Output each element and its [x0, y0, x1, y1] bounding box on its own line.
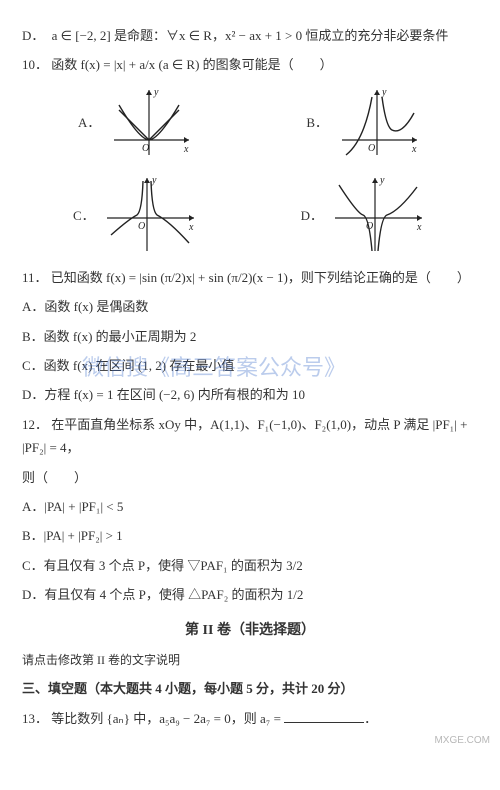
q10-opt-b: B．: [306, 111, 328, 164]
q12-b: B．|PA| + |PF₂| > 1: [22, 524, 478, 547]
q10-graph-row-2: C． O x y D． O x y: [22, 173, 478, 258]
q12-stem2: 则（ ）: [22, 466, 478, 489]
svg-text:y: y: [151, 175, 157, 186]
q11-stem: 11． 已知函数 f(x) = |sin (π/2)x| + sin (π/2)…: [22, 266, 478, 289]
q10-graph-b-cell: B． O x y: [306, 85, 422, 165]
q10-opt-c: C．: [73, 204, 95, 257]
q11-c-row: C．函数 f(x) 在区间 (1, 2) 存在最小值 微信搜《高三答案公众号》: [22, 354, 478, 377]
footer-watermark: MXGE.COM: [434, 732, 490, 750]
q11-b: B．函数 f(x) 的最小正周期为 2: [22, 325, 478, 348]
q11-c: C．函数 f(x) 在区间 (1, 2) 存在最小值: [22, 358, 234, 373]
graph-b-icon: O x y: [332, 85, 422, 165]
sec3-title: 三、填空题（本大题共 4 小题，每小题 5 分，共计 20 分）: [22, 677, 478, 700]
svg-text:O: O: [142, 143, 149, 154]
q10-graph-c-cell: C． O x y: [73, 173, 199, 258]
q11-a: A．函数 f(x) 是偶函数: [22, 295, 478, 318]
q11-num: 11．: [22, 270, 48, 285]
q10-stem: 10． 函数 f(x) = |x| + a/x (a ∈ R) 的图象可能是（ …: [22, 53, 478, 76]
svg-text:y: y: [379, 175, 385, 186]
graph-d-icon: O x y: [327, 173, 427, 258]
svg-text:y: y: [381, 87, 387, 98]
q13-text: 等比数列 {aₙ} 中，a₅a₉ − 2a₇ = 0，则 a₇ =: [51, 711, 281, 726]
q11-d: D．方程 f(x) = 1 在区间 (−2, 6) 内所有根的和为 10: [22, 383, 478, 406]
q10-opt-d: D．: [301, 204, 323, 257]
q10-text: 函数 f(x) = |x| + a/x (a ∈ R) 的图象可能是（ ）: [51, 57, 332, 72]
svg-text:x: x: [411, 144, 417, 155]
svg-text:O: O: [138, 221, 145, 232]
q10-graph-d-cell: D． O x y: [301, 173, 427, 258]
q13-blank: [284, 710, 364, 723]
q11-text: 已知函数 f(x) = |sin (π/2)x| + sin (π/2)(x −…: [51, 270, 470, 285]
svg-text:x: x: [183, 144, 189, 155]
svg-text:x: x: [416, 222, 422, 233]
svg-text:y: y: [153, 87, 159, 98]
q12-c: C．有且仅有 3 个点 P，使得 ▽PAF₁ 的面积为 3/2: [22, 554, 478, 577]
svg-text:O: O: [368, 143, 375, 154]
q10-num: 10．: [22, 57, 48, 72]
q10-graph-row-1: A． O x y B． O x y: [22, 85, 478, 165]
q13-num: 13．: [22, 711, 48, 726]
q9-d-label: D．: [22, 24, 44, 47]
q9-d-text: a ∈ [−2, 2] 是命题：∀x ∈ R，x² − ax + 1 > 0 恒…: [52, 28, 449, 43]
q10-graph-a-cell: A． O x y: [78, 85, 194, 165]
q12-num: 12．: [22, 417, 48, 432]
q12-a: A．|PA| + |PF₁| < 5: [22, 495, 478, 518]
svg-text:x: x: [188, 222, 194, 233]
q9-option-d: D． a ∈ [−2, 2] 是命题：∀x ∈ R，x² − ax + 1 > …: [22, 24, 478, 47]
part2-note: 请点击修改第 II 卷的文字说明: [22, 650, 478, 672]
q12-stem: 12． 在平面直角坐标系 xOy 中，A(1,1)、F₁(−1,0)、F₂(1,…: [22, 413, 478, 460]
q10-opt-a: A．: [78, 111, 100, 164]
part2-title: 第 II 卷（非选择题）: [22, 618, 478, 643]
q12-text: 在平面直角坐标系 xOy 中，A(1,1)、F₁(−1,0)、F₂(1,0)，动…: [22, 417, 467, 455]
graph-c-icon: O x y: [99, 173, 199, 258]
q12-d: D．有且仅有 4 个点 P，使得 △PAF₂ 的面积为 1/2: [22, 583, 478, 606]
q13-line: 13． 等比数列 {aₙ} 中，a₅a₉ − 2a₇ = 0，则 a₇ = ．: [22, 707, 478, 730]
graph-a-icon: O x y: [104, 85, 194, 165]
